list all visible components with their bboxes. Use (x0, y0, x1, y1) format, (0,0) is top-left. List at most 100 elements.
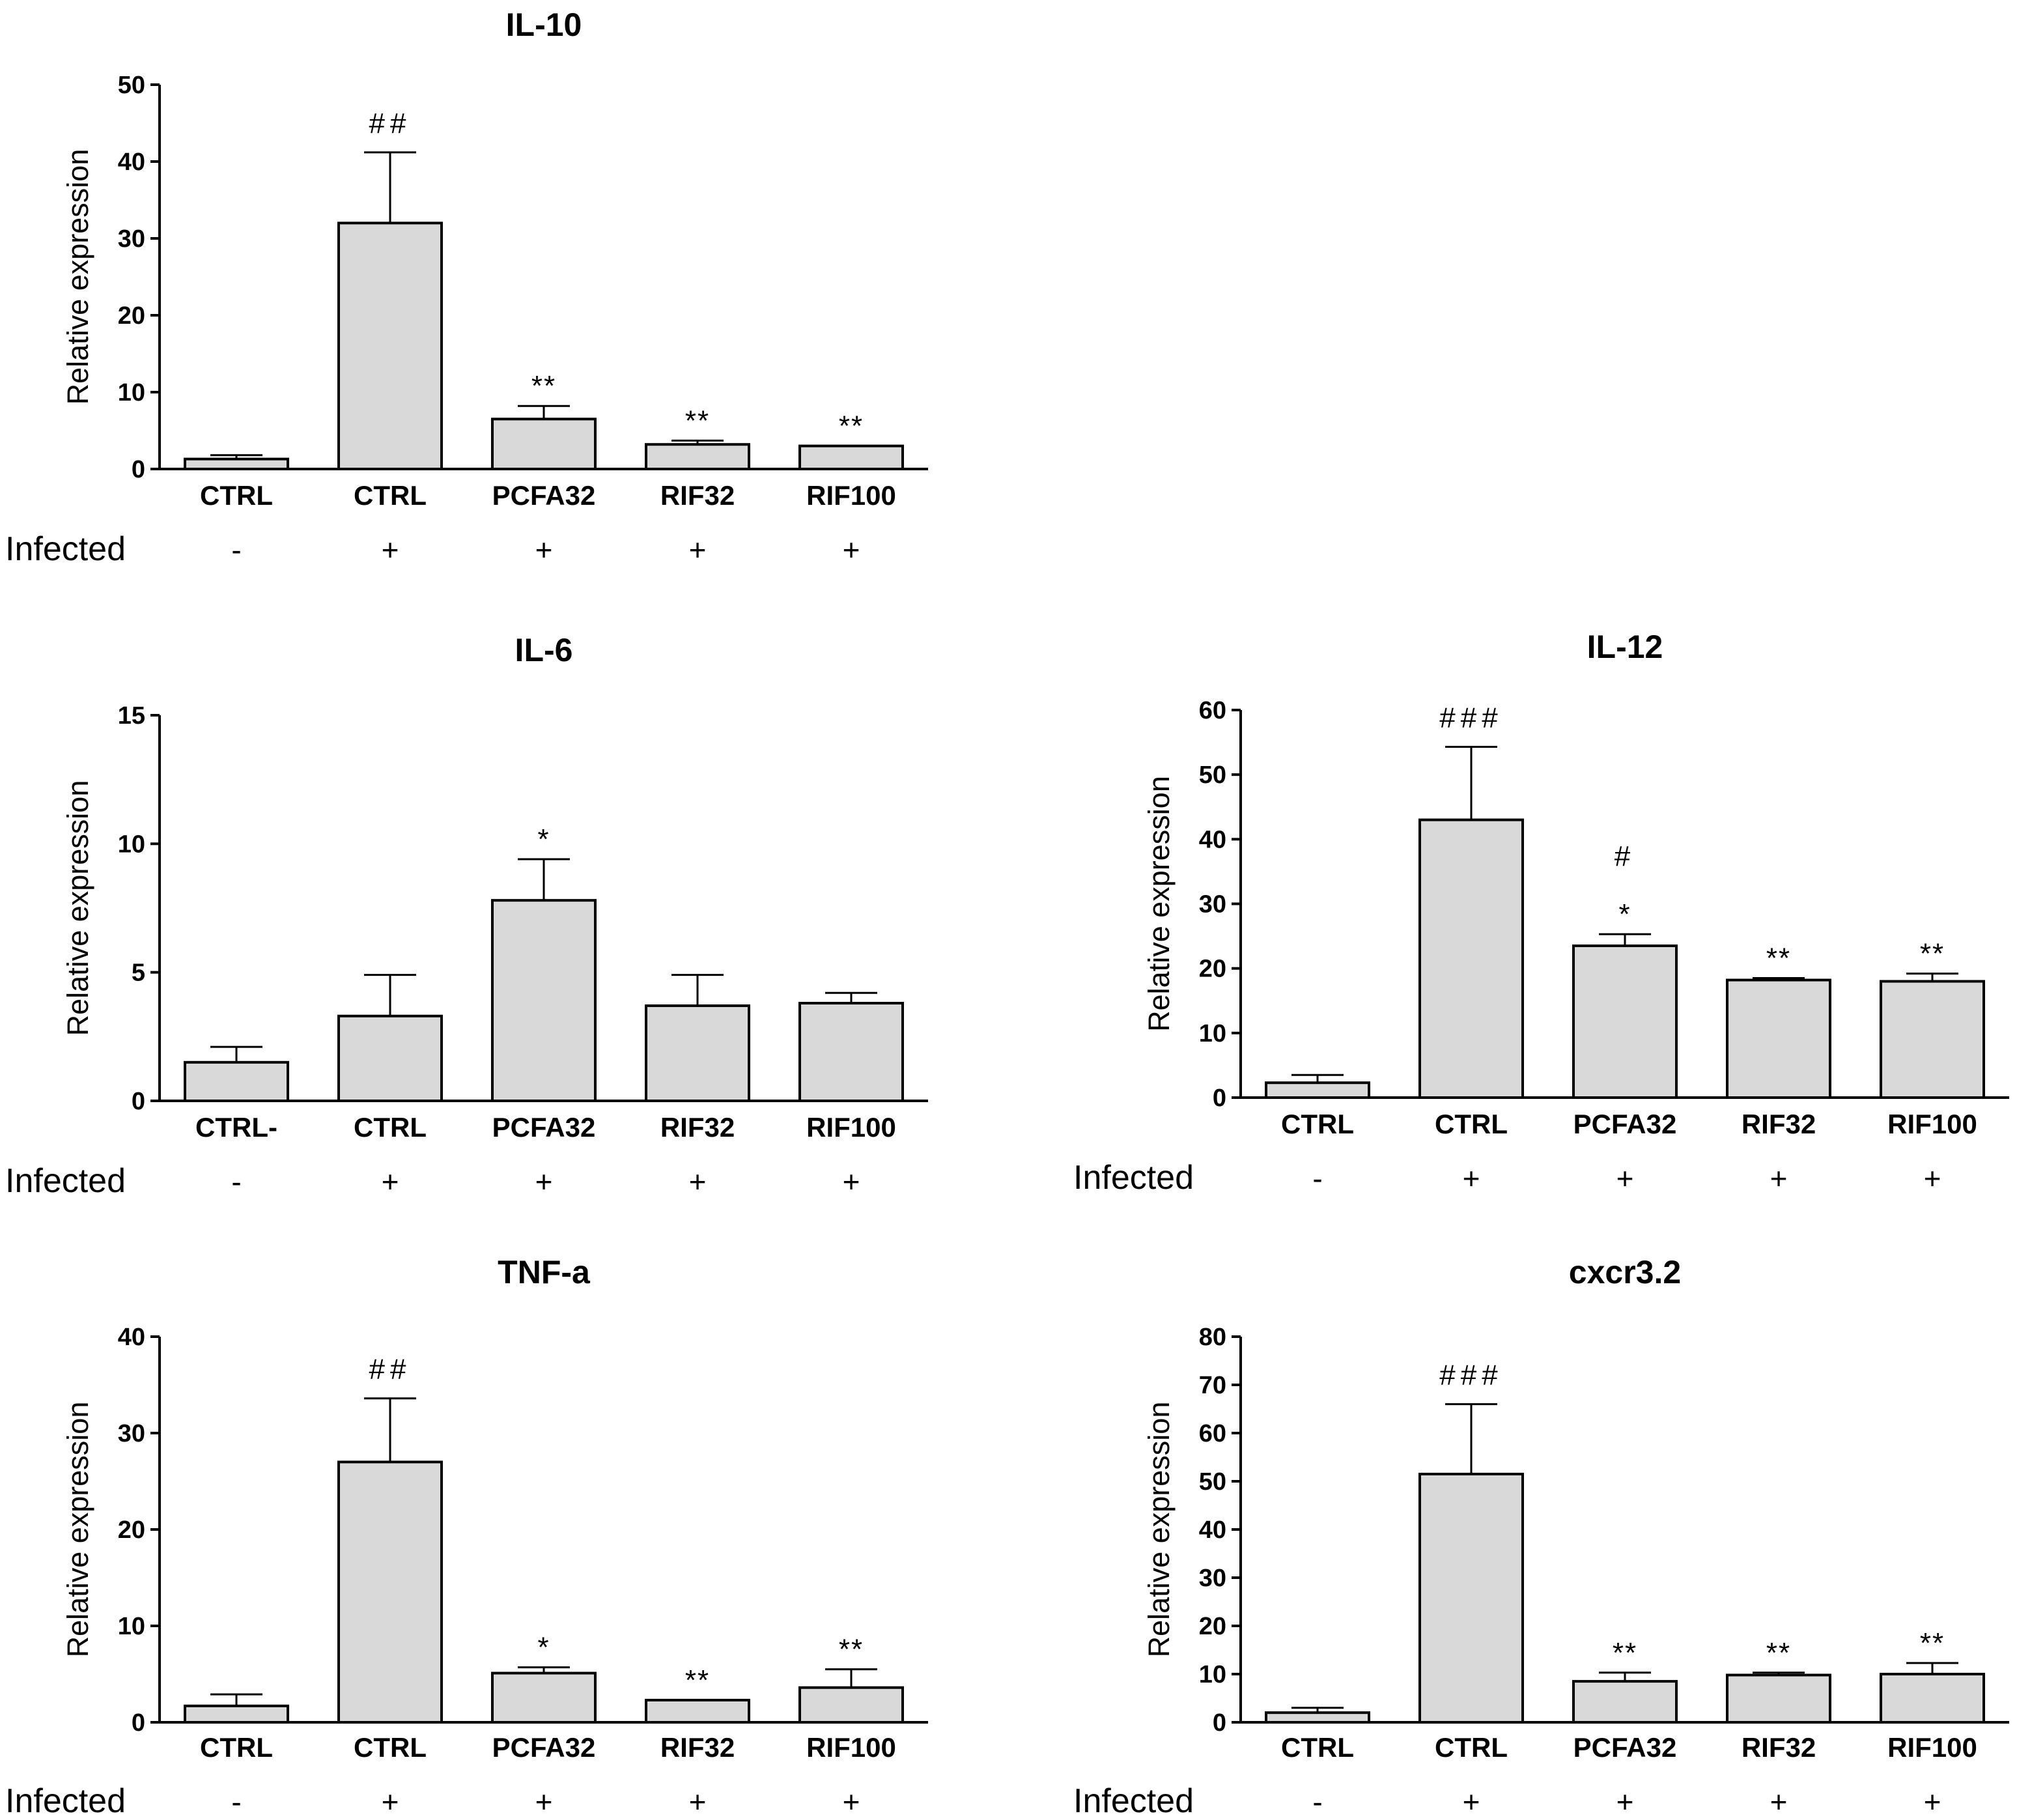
y-axis-label: Relative expression (61, 149, 94, 405)
significance-annotation: * (537, 1632, 550, 1664)
infected-sign: + (843, 1165, 860, 1199)
significance-annotation: ** (1920, 1627, 1945, 1659)
y-tick-label: 40 (1199, 826, 1226, 853)
x-category-label: PCFA32 (492, 1732, 596, 1763)
panel-cxcr32: cxcr3.2 Relative expression 0 10 20 30 40 50 60 7… (1068, 1238, 2017, 1820)
y-tick-label: 10 (118, 1613, 145, 1640)
panel-il12: IL-12 Relative expression 0 10 20 30 40 50 60 CTR… (1068, 619, 2017, 1205)
significance-annotation: ** (1920, 938, 1945, 970)
infected-sign: + (689, 1165, 707, 1199)
infected-row-label: Infected (5, 1782, 126, 1817)
y-tick-label: 10 (1199, 1020, 1226, 1047)
y-tick-label: 40 (118, 1324, 145, 1351)
infected-sign: - (1312, 1161, 1322, 1195)
y-tick-label: 80 (1199, 1324, 1226, 1351)
infected-sign: + (382, 533, 399, 567)
bar-il12-1 (1418, 818, 1524, 1099)
significance-annotation: ** (685, 405, 710, 436)
significance-annotation: ** (1766, 1637, 1791, 1669)
bar-il6-0 (184, 1060, 289, 1102)
infected-sign: - (231, 1785, 241, 1817)
significance-annotation: ## (369, 107, 412, 139)
infected-sign: + (1924, 1785, 1941, 1817)
y-tick-label: 30 (118, 225, 145, 253)
infected-row-label: Infected (5, 530, 126, 568)
infected-sign: + (1616, 1161, 1634, 1195)
bar-il10-1 (337, 221, 443, 470)
significance-annotation: # (1615, 840, 1635, 872)
x-category-label: RIF32 (1742, 1732, 1816, 1763)
bar-tnfa-2 (491, 1671, 597, 1724)
bar-il10-3 (645, 443, 750, 470)
significance-annotation: ** (839, 410, 864, 442)
chart-title: cxcr3.2 (1569, 1254, 1681, 1290)
significance-annotation: ** (839, 1634, 864, 1666)
x-category-label: RIF32 (1742, 1109, 1816, 1139)
infected-row-label: Infected (1073, 1782, 1194, 1817)
bar-il12-4 (1880, 980, 1985, 1099)
infected-sign: + (1463, 1161, 1480, 1195)
significance-annotation: ** (685, 1664, 710, 1696)
chart-title: TNF-a (498, 1254, 591, 1290)
significance-annotation: ## (369, 1354, 412, 1386)
infected-sign: + (843, 1785, 860, 1817)
x-category-label: RIF32 (660, 480, 735, 511)
significance-annotation: ### (1439, 702, 1502, 734)
bar-tnfa-0 (184, 1704, 289, 1724)
panel-tnfa: TNF-a Relative expression 0 10 20 30 40 CTRL - ##… (0, 1238, 1016, 1820)
x-category-label: CTRL (354, 1112, 427, 1143)
chart-tnfa: TNF-a Relative expression 0 10 20 30 40 CTRL - ##… (5, 1254, 928, 1820)
infected-sign: + (1770, 1785, 1788, 1817)
bar-cxcr32-0 (1265, 1711, 1370, 1724)
x-category-label: CTRL (1281, 1732, 1354, 1763)
x-category-label: CTRL (354, 480, 427, 511)
x-category-label: PCFA32 (492, 480, 596, 511)
y-tick-label: 40 (1199, 1516, 1226, 1544)
x-category-label: CTRL (200, 480, 273, 511)
y-tick-label: 10 (1199, 1661, 1226, 1688)
significance-annotation: * (537, 823, 550, 855)
bar-tnfa-4 (798, 1686, 904, 1724)
x-category-label: RIF100 (1887, 1732, 1977, 1763)
bar-il6-4 (798, 1002, 904, 1102)
bar-il12-2 (1572, 944, 1678, 1100)
infected-sign: + (382, 1165, 399, 1199)
infected-sign: + (1770, 1161, 1788, 1195)
bar-cxcr32-4 (1880, 1673, 1985, 1724)
y-tick-label: 60 (1199, 1420, 1226, 1447)
panel-il10: IL-10 Relative expression 0 10 20 30 40 50 CTRL -… (0, 0, 1016, 606)
infected-sign: + (689, 1785, 707, 1817)
bar-cxcr32-1 (1418, 1472, 1524, 1724)
x-category-label: CTRL (1281, 1109, 1354, 1139)
x-category-label: RIF100 (806, 480, 896, 511)
x-category-label: RIF32 (660, 1112, 735, 1143)
infected-sign: + (1616, 1785, 1634, 1817)
chart-title: IL-10 (506, 7, 582, 43)
infected-sign: + (689, 533, 707, 567)
y-tick-label: 30 (1199, 891, 1226, 918)
significance-annotation: ** (1766, 943, 1791, 974)
y-tick-label: 10 (118, 379, 145, 406)
chart-cxcr32: cxcr3.2 Relative expression 0 10 20 30 40 50 60 7… (1073, 1254, 2009, 1820)
significance-annotation: ### (1439, 1359, 1502, 1391)
infected-row-label: Infected (1073, 1159, 1194, 1197)
y-tick-label: 20 (1199, 1613, 1226, 1640)
bar-il12-0 (1265, 1081, 1370, 1099)
infected-sign: + (535, 1785, 553, 1817)
y-axis-label: Relative expression (61, 780, 94, 1036)
infected-sign: - (1312, 1785, 1322, 1817)
y-tick-label: 30 (1199, 1565, 1226, 1592)
panel-il6: IL-6 Relative expression 0 5 10 15 CTRL- - CTRL +… (0, 622, 1016, 1208)
bar-il10-2 (491, 418, 597, 470)
x-category-label: CTRL- (195, 1112, 277, 1143)
bar-il6-1 (337, 1014, 443, 1103)
y-tick-label: 20 (118, 302, 145, 330)
x-category-label: CTRL (200, 1732, 273, 1763)
infected-sign: + (382, 1785, 399, 1817)
x-category-label: CTRL (1435, 1732, 1508, 1763)
x-category-label: RIF100 (1887, 1109, 1977, 1139)
y-axis-label: Relative expression (61, 1402, 94, 1658)
y-tick-label: 70 (1199, 1372, 1226, 1399)
x-category-label: RIF100 (806, 1732, 896, 1763)
infected-sign: - (231, 1165, 241, 1199)
